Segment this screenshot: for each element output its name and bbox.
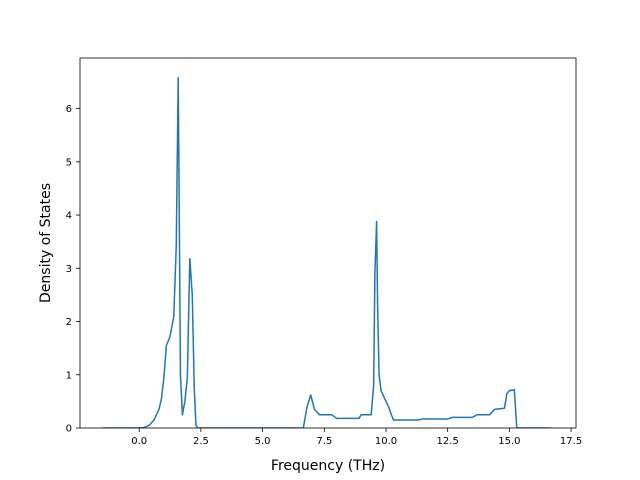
x-tick-label: 5.0	[255, 436, 271, 447]
series-line	[102, 76, 552, 428]
y-tick-label: 2	[66, 317, 72, 328]
y-tick-label: 5	[66, 157, 72, 168]
plot-frame	[79, 57, 577, 429]
x-tick-label: 2.5	[193, 436, 209, 447]
x-tick-label: 10.0	[375, 436, 397, 447]
y-tick-label: 0	[66, 424, 72, 435]
y-tick-label: 6	[66, 104, 72, 115]
y-tick-label: 3	[66, 264, 72, 275]
plot-area	[79, 57, 577, 429]
y-axis-ticks: 0 1 2 3 4 5 6	[66, 104, 80, 435]
x-tick-label: 15.0	[498, 436, 520, 447]
x-tick-label: 17.5	[560, 436, 582, 447]
y-tick-label: 4	[66, 211, 72, 222]
y-tick-label: 1	[66, 370, 72, 381]
x-axis-ticks: 0.0 2.5 5.0 7.5 10.0 12.5 15.0 17.5	[131, 428, 582, 447]
y-axis-title: Density of States	[38, 183, 54, 303]
x-axis-title: Frequency (THz)	[271, 458, 385, 474]
x-tick-label: 12.5	[437, 436, 459, 447]
x-tick-label: 7.5	[316, 436, 332, 447]
x-tick-label: 0.0	[131, 436, 147, 447]
